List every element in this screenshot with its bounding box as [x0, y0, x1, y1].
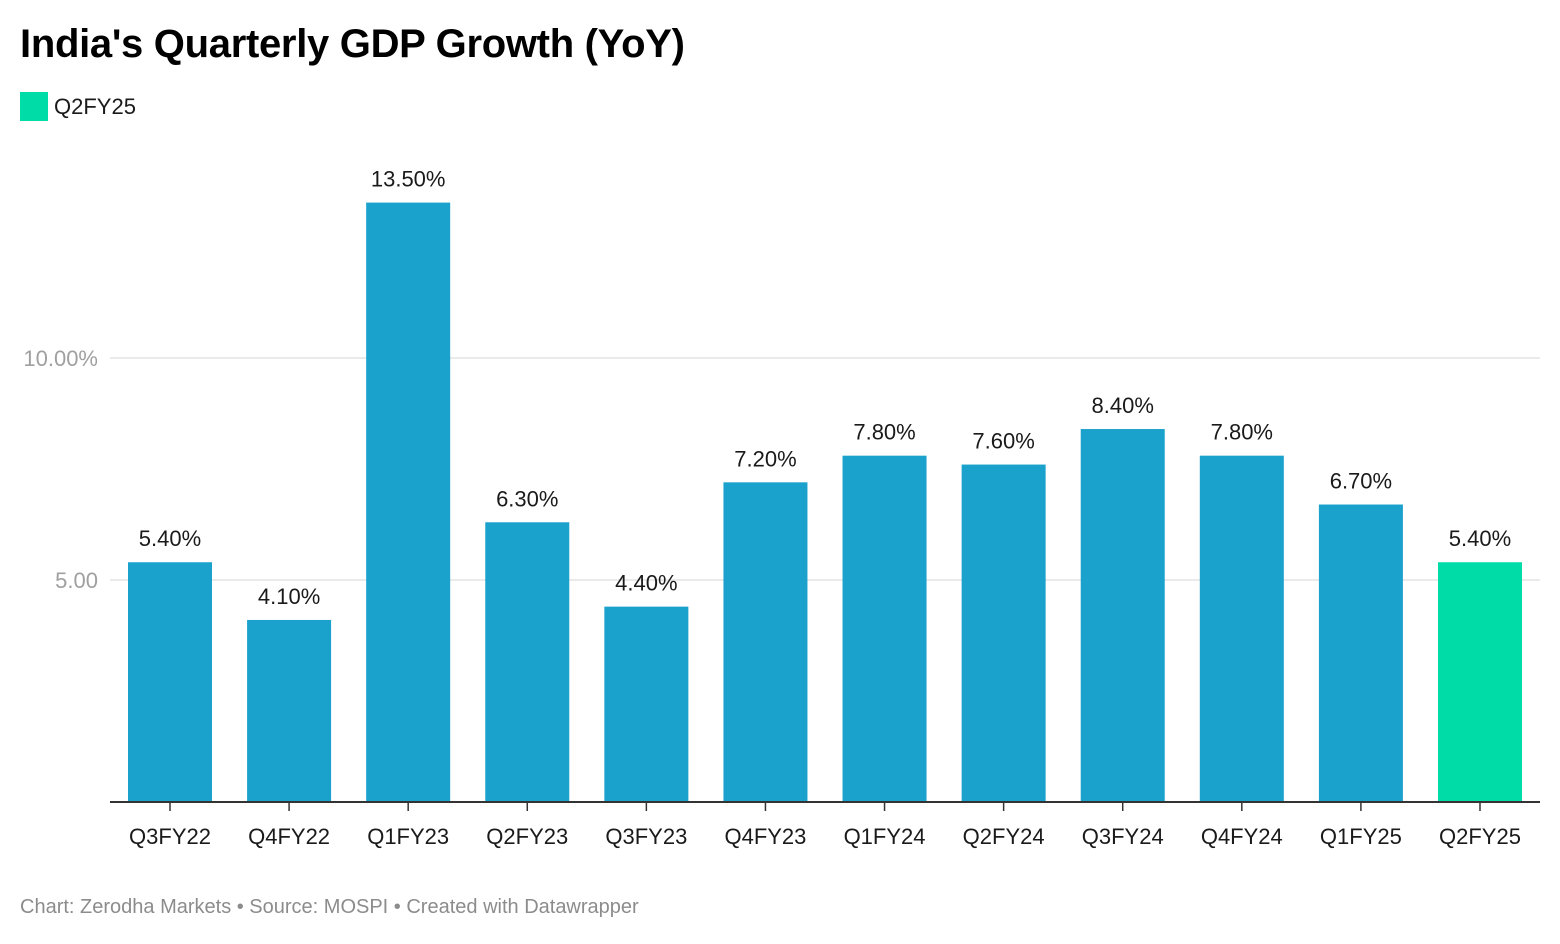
legend-swatch [20, 92, 48, 121]
x-tick-label-q3fy23: Q3FY23 [605, 824, 687, 849]
chart-footer: Chart: Zerodha Markets • Source: MOSPI •… [20, 896, 639, 918]
value-label-q1fy24: 7.80% [853, 420, 915, 445]
x-tick-label-q2fy25: Q2FY25 [1439, 824, 1521, 849]
value-label-q1fy23: 13.50% [371, 167, 446, 192]
bar-q2fy25 [1437, 562, 1522, 802]
value-label-q3fy22: 5.40% [139, 526, 201, 551]
bar-q3fy23 [604, 606, 689, 802]
x-tick-label-q2fy24: Q2FY24 [963, 824, 1045, 849]
value-label-q2fy25: 5.40% [1449, 526, 1511, 551]
x-tick-label-q1fy25: Q1FY25 [1320, 824, 1402, 849]
x-tick-label-q4fy24: Q4FY24 [1201, 824, 1283, 849]
value-label-q1fy25: 6.70% [1330, 469, 1392, 494]
value-label-q3fy24: 8.40% [1092, 393, 1154, 418]
value-label-q4fy23: 7.20% [734, 446, 796, 471]
value-label-q4fy22: 4.10% [258, 584, 320, 609]
bar-q2fy23 [485, 522, 570, 802]
x-tick-label-q3fy22: Q3FY22 [129, 824, 211, 849]
y-tick-label-1: 10.00% [23, 346, 98, 371]
bar-q4fy24 [1199, 455, 1284, 802]
chart-title: India's Quarterly GDP Growth (YoY) [20, 22, 685, 66]
x-tick-label-q4fy22: Q4FY22 [248, 824, 330, 849]
bar-q4fy22 [247, 619, 332, 802]
value-label-q2fy24: 7.60% [972, 429, 1034, 454]
x-tick-label-q1fy23: Q1FY23 [367, 824, 449, 849]
value-label-q2fy23: 6.30% [496, 486, 558, 511]
chart-legend: Q2FY25 [20, 92, 136, 121]
bar-q1fy25 [1318, 504, 1403, 802]
bar-q4fy23 [723, 482, 808, 802]
bar-q1fy24 [842, 455, 927, 802]
bar-q3fy24 [1080, 429, 1165, 802]
x-tick-label-q1fy24: Q1FY24 [844, 824, 926, 849]
value-label-q3fy23: 4.40% [615, 571, 677, 596]
bar-q3fy22 [128, 562, 212, 802]
bar-q2fy24 [961, 464, 1046, 802]
x-tick-label-q2fy23: Q2FY23 [486, 824, 568, 849]
bar-q1fy23 [366, 202, 451, 803]
x-tick-label-q3fy24: Q3FY24 [1082, 824, 1164, 849]
value-label-q4fy24: 7.80% [1211, 420, 1273, 445]
x-tick-label-q4fy23: Q4FY23 [724, 824, 806, 849]
legend-label: Q2FY25 [54, 93, 136, 119]
y-tick-label-0: 5.00 [55, 568, 98, 593]
